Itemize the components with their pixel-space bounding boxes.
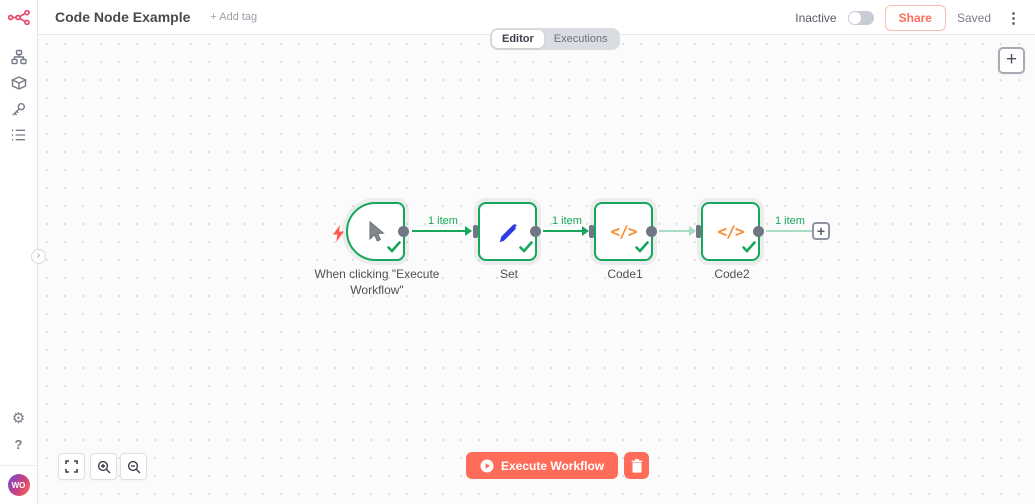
node-code1[interactable]: </> [589,202,657,261]
success-check-icon [519,240,533,258]
node-code2[interactable]: </> [696,202,764,261]
play-icon [480,459,494,473]
help-icon[interactable]: ? [14,436,23,452]
node-label-set: Set [499,267,518,281]
cursor-icon [348,204,403,259]
share-button[interactable]: Share [884,4,946,31]
workflow-title[interactable]: Code Node Example [55,9,191,25]
user-menu[interactable]: WO [0,465,37,496]
delete-execution-button[interactable] [624,452,650,479]
code-icon: </> [717,222,745,241]
arrowhead-icon [689,226,696,236]
add-tag-button[interactable]: + Add tag [210,11,258,23]
add-next-node-button[interactable]: + [812,222,830,240]
canvas-controls [58,453,148,480]
workflows-icon[interactable] [0,44,38,70]
workflow-canvas[interactable]: </> </> When clicking "Execute Workflow"… [38,35,1035,504]
success-check-icon [635,240,649,258]
executions-icon[interactable] [0,122,38,148]
trigger-bolt-icon [332,225,345,247]
output-port[interactable] [753,226,764,237]
connection-set-code1[interactable] [543,226,589,236]
output-port[interactable] [530,226,541,237]
avatar[interactable]: WO [7,474,30,496]
connection-items-label: 1 item [775,215,805,227]
input-port[interactable] [589,225,594,238]
saved-status: Saved [956,10,991,25]
success-check-icon [387,240,401,258]
connection-items-label: 1 item [552,215,582,227]
execute-workflow-button[interactable]: Execute Workflow [466,452,619,479]
success-check-icon [742,240,756,258]
code-icon: </> [610,222,638,241]
add-node-button[interactable]: + [998,47,1025,74]
settings-gear-icon[interactable]: ⚙ [11,409,26,427]
activation-toggle[interactable] [847,10,874,25]
node-label-code1: Code1 [607,267,643,281]
workflow-menu-icon[interactable]: ⋮ [1006,9,1021,27]
input-port[interactable] [473,225,478,238]
connection-trigger-set[interactable] [412,226,472,236]
trash-icon [631,458,643,473]
zoom-out-button[interactable] [120,453,147,480]
connection-code1-code2[interactable] [659,226,696,236]
credentials-icon[interactable] [0,96,38,122]
pencil-icon [480,204,535,259]
output-port[interactable] [398,226,409,237]
execute-workflow-label: Execute Workflow [501,458,605,473]
output-port[interactable] [646,226,657,237]
arrowhead-icon [582,226,589,236]
toggle-knob [848,11,861,24]
n8n-logo-icon[interactable] [7,9,30,30]
zoom-in-button[interactable] [90,453,117,480]
node-manual-trigger[interactable] [346,202,409,261]
templates-icon[interactable] [0,70,38,96]
node-label-code2: Code2 [714,267,750,281]
run-bar: Execute Workflow [466,452,650,479]
sidebar-expand-button[interactable]: › [31,249,46,264]
node-label-manual-trigger: When clicking "Execute Workflow" [314,267,440,297]
node-set[interactable] [473,202,541,261]
connection-items-label: 1 item [428,215,458,227]
input-port[interactable] [696,225,701,238]
view-tabs: Editor Executions [490,28,620,50]
zoom-to-fit-button[interactable] [58,453,85,480]
connection-code2-add[interactable] [766,230,812,232]
tab-editor[interactable]: Editor [492,30,544,48]
arrowhead-icon [465,226,472,236]
activation-status-label: Inactive [795,10,837,25]
tab-executions[interactable]: Executions [553,33,608,45]
